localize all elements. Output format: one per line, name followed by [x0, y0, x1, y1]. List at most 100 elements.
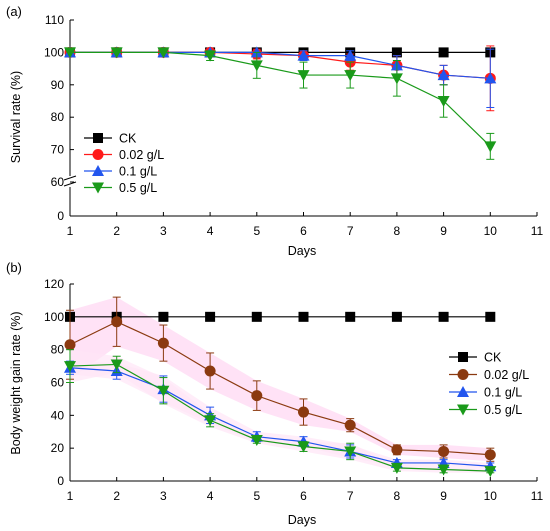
panel-b-y-axis-title: Body weight gain rate (%) [9, 311, 23, 454]
panel-b-data-point [438, 445, 450, 457]
panel-a-x-tick-label: 3 [160, 224, 167, 238]
panel-b-x-tick-label: 7 [347, 489, 354, 503]
panel-b-x-tick-label: 2 [113, 489, 120, 503]
panel-b-data-point [484, 466, 497, 478]
panel-a-series [64, 45, 497, 160]
panel-b-data-point [391, 444, 403, 456]
panel-a-data-point [204, 50, 217, 62]
panel-b-y-tick-label: 60 [51, 376, 65, 390]
panel-a-legend-label: 0.1 g/L [119, 165, 157, 179]
panel-b-data-point [484, 449, 496, 461]
panel-b-data-point [297, 441, 310, 453]
panel-b-error-band [70, 349, 491, 473]
panel-b-data-point [391, 311, 402, 322]
panel-a-legend-marker [92, 182, 104, 194]
panel-b-data-point [344, 419, 356, 431]
panel-a-survival-chart: (a) Days Survival rate (%) 1 2 3 4 5 6 7 8 9 10 11… [6, 4, 544, 258]
panel-a-series-line [70, 51, 491, 147]
panel-b-data-point [157, 337, 169, 349]
panel-a-y-tick-label: 80 [51, 110, 65, 124]
panel-b-y-tick-label: 40 [51, 408, 65, 422]
panel-b-data-point [250, 434, 263, 446]
panel-b-series-line [69, 367, 491, 467]
panel-a-legend-label: CK [119, 132, 137, 146]
panel-b-series-line [69, 363, 491, 472]
panel-a-data-point [484, 72, 497, 84]
panel-b-legend-marker [457, 404, 469, 416]
panel-a-axis-break-mark [63, 175, 77, 181]
panel-b-legend-marker [457, 386, 469, 397]
panel-a-series-1 [64, 45, 496, 112]
panel-b-series [64, 296, 497, 478]
panel-a-label: (a) [6, 4, 22, 19]
panel-b-series-3 [64, 349, 497, 478]
panel-a-data-point [344, 49, 357, 61]
panel-a-legend-marker [92, 149, 104, 160]
panel-a-data-point [250, 60, 263, 72]
panel-b-legend-label: CK [484, 351, 502, 365]
panel-b-data-point [204, 415, 217, 427]
panel-b-data-point [64, 339, 76, 351]
panel-b-weight-chart: (b) Days Body weight gain rate (%) 1 2 3 4 5… [6, 260, 544, 527]
panel-a-data-point [437, 96, 450, 107]
panel-b-legend-label: 0.1 g/L [484, 386, 522, 400]
panel-a-data-point [344, 70, 357, 82]
panel-b-data-point [111, 316, 123, 328]
panel-b-x-tick-label: 6 [300, 489, 307, 503]
panel-b-data-point [437, 464, 450, 476]
panel-a-data-point [64, 47, 76, 59]
panel-a-data-point [438, 47, 449, 58]
panel-a-x-tick-label: 5 [253, 224, 260, 238]
panel-b-x-tick-label: 4 [207, 489, 214, 503]
panel-a-y-tick-label: 60 [51, 175, 65, 189]
panel-b-data-point [298, 406, 309, 418]
panel-a-data-point [484, 141, 497, 153]
panel-a-axis-break-mark [63, 181, 77, 187]
panel-b-legend-marker [457, 369, 469, 380]
panel-a-series-3 [64, 47, 497, 160]
panel-b-x-tick-label: 3 [160, 489, 167, 503]
panel-a-legend-marker [93, 133, 103, 143]
panel-a-y-axis-title: Survival rate (%) [9, 71, 23, 163]
panel-a-legend: CK 0.02 g/L 0.1 g/L 0.5 g/L [84, 132, 164, 195]
panel-a-x-tick-label: 6 [300, 224, 307, 238]
panel-b-data-point [390, 462, 403, 474]
panel-b-x-axis-title: Days [288, 513, 316, 527]
panel-b-legend: CK 0.02 g/L 0.1 g/L 0.5 g/L [449, 351, 529, 417]
panel-a-x-tick-label: 7 [347, 224, 354, 238]
panel-a-data-point [437, 69, 450, 81]
panel-b-y-tick-label: 100 [44, 310, 64, 324]
panel-b-data-point [204, 365, 216, 377]
panel-b-legend-label: 0.02 g/L [484, 368, 529, 382]
panel-a-data-point [391, 47, 402, 58]
panel-b-legend-marker [458, 352, 468, 362]
panel-b-data-point [345, 311, 356, 322]
panel-b-x-tick-label: 11 [531, 489, 544, 503]
panel-b-x-tick-label: 8 [394, 489, 401, 503]
panel-a-x-tick-label: 11 [531, 224, 544, 238]
panel-a-axes: 1 2 3 4 5 6 7 8 9 10 11 60 70 80 90 100 110 0 [44, 13, 544, 238]
panel-a-data-point [297, 49, 310, 61]
panel-b-axes: 1 2 3 4 5 6 7 8 9 10 11 0 20 40 60 80 100 120 [44, 277, 544, 503]
panel-a-x-tick-label: 10 [484, 224, 498, 238]
panel-b-x-tick-label: 10 [484, 489, 498, 503]
panel-b-x-tick-label: 5 [253, 489, 260, 503]
panel-a-x-tick-label: 4 [207, 224, 214, 238]
panel-a-legend-label: 0.5 g/L [119, 181, 157, 195]
panel-a-series-line [70, 51, 491, 79]
panel-a-x-tick-label: 9 [440, 224, 447, 238]
panel-a-x-tick-label: 2 [113, 224, 120, 238]
panel-b-data-point [344, 446, 357, 458]
panel-b-y-tick-label: 120 [44, 277, 64, 291]
panel-b-data-point [157, 385, 170, 397]
panel-b-x-tick-label: 1 [67, 489, 74, 503]
panel-b-legend-label: 0.5 g/L [484, 403, 522, 417]
panel-b-data-point [205, 311, 216, 322]
panel-b-error-band [70, 297, 491, 462]
panel-b-data-point [485, 311, 496, 322]
panel-b-data-point [64, 361, 76, 373]
panel-b-data-point [158, 311, 169, 322]
panel-a-data-point [110, 47, 123, 59]
panel-b-data-point [251, 311, 262, 322]
